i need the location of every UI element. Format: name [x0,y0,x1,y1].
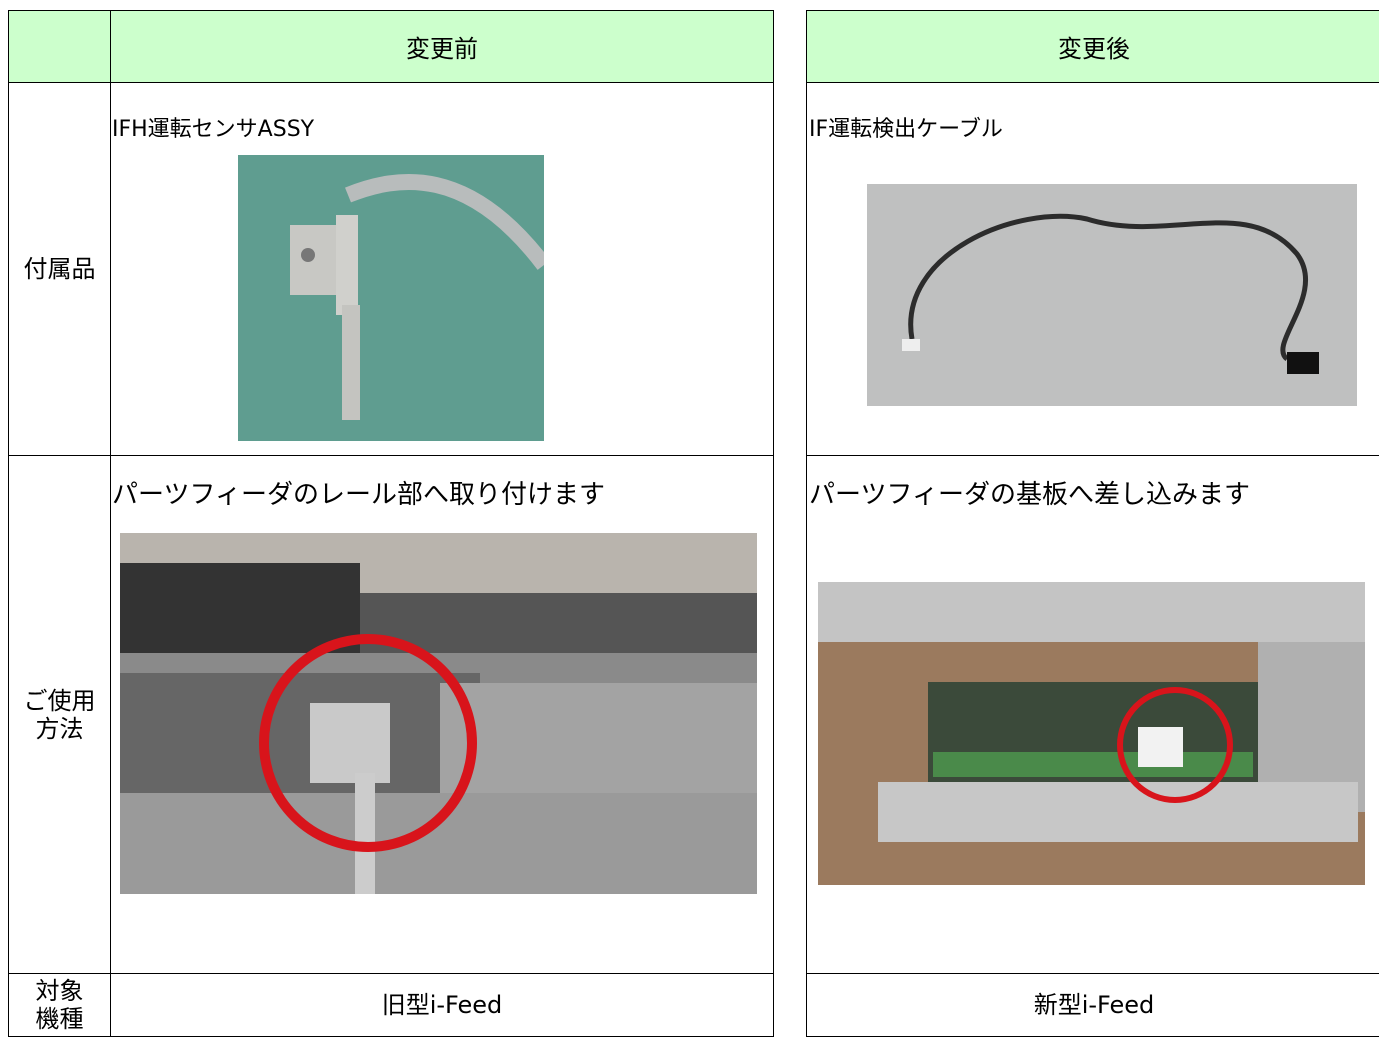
cell-text: パーツフィーダのレール部へ取り付けます [112,480,605,510]
cell-text: IFH運転センサASSY [112,117,315,142]
cell-text: 旧型i-Feed [381,991,503,1019]
label-line: ご使用 [23,686,96,715]
row-label: 対象 機種 [8,973,111,1037]
cell-text: パーツフィーダの基板へ差し込みます [809,480,1250,510]
cell-text: IF運転検出ケーブル [809,117,1003,142]
header-before: 変更前 [110,10,774,83]
photo-rail [120,533,757,894]
header-text: 変更後 [1058,35,1130,63]
cell: 旧型i-Feed [110,973,774,1037]
photo-cable [867,184,1357,406]
label-line: 機種 [35,1005,84,1033]
label-line: 方法 [35,714,84,743]
header-after: 変更後 [806,10,1379,83]
label-line: 付属品 [23,255,96,283]
row-label: 付属品 [8,82,111,456]
photo-sensor [238,155,544,441]
header-text: 変更前 [406,35,478,63]
cell-text: 新型i-Feed [1033,991,1155,1019]
label-line: 対象 [35,977,84,1005]
cell: 新型i-Feed [806,973,1379,1037]
row-label: ご使用 方法 [8,455,111,974]
photo-board [818,582,1365,885]
header-empty-cell [8,10,111,83]
